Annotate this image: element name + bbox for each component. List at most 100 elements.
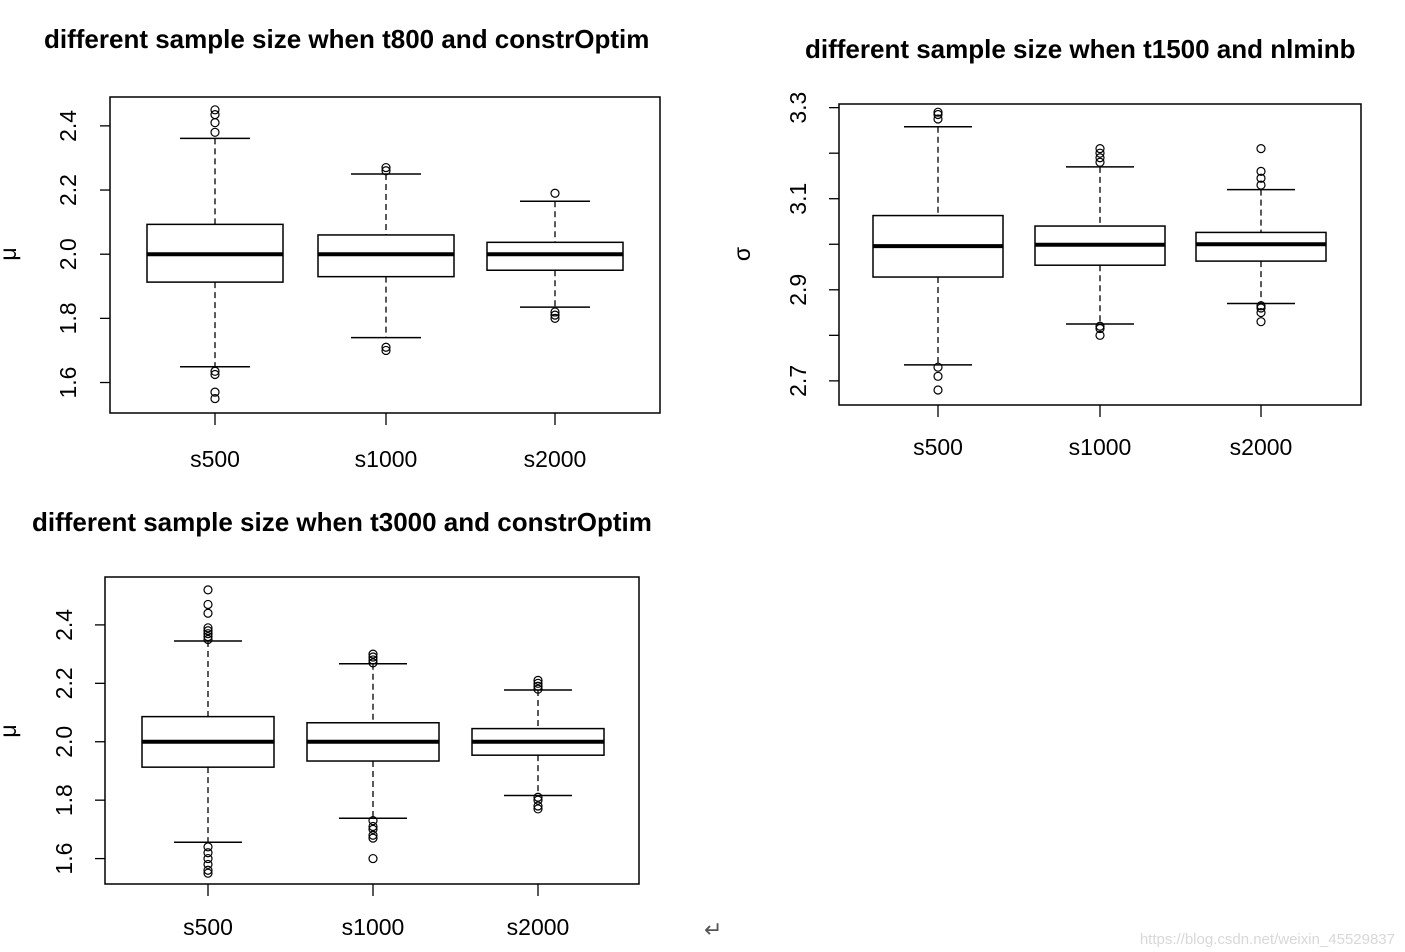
outlier-point xyxy=(203,634,213,645)
outlier-point xyxy=(210,118,220,128)
outlier-point xyxy=(550,307,560,317)
outlier-point xyxy=(203,629,213,639)
outlier-point xyxy=(210,366,220,376)
outlier-point xyxy=(1256,180,1266,190)
outlier-point xyxy=(203,859,213,870)
outlier-point xyxy=(203,848,213,858)
outlier-point xyxy=(933,362,943,372)
y-tick-label: 1.6 xyxy=(55,367,81,399)
outlier-point xyxy=(203,868,213,878)
outlier-point xyxy=(533,675,543,686)
outlier-point xyxy=(368,833,378,843)
outlier-point xyxy=(1095,153,1105,163)
outlier-point xyxy=(368,853,378,864)
x-tick-label: s2000 xyxy=(507,914,570,940)
y-tick-label: 2.0 xyxy=(51,726,77,758)
chart-title: different sample size when t800 and cons… xyxy=(44,24,649,54)
outlier-point xyxy=(368,824,378,834)
box-s500: s500 xyxy=(872,107,1004,460)
outlier-point xyxy=(1256,166,1266,176)
plot-frame xyxy=(109,96,661,414)
boxplot-panel-2: different sample size when t1500 and nlm… xyxy=(729,34,1362,460)
y-tick-label: 1.6 xyxy=(51,843,77,875)
outlier-point xyxy=(368,658,378,668)
outlier-point xyxy=(933,114,943,124)
outlier-point xyxy=(210,110,220,120)
outlier-point xyxy=(210,393,220,404)
outlier-point xyxy=(550,310,560,320)
outlier-point xyxy=(1095,148,1105,158)
boxplot-panel-1: different sample size when t800 and cons… xyxy=(0,24,661,472)
outlier-point xyxy=(933,385,943,395)
outlier-point xyxy=(1095,157,1105,167)
interquartile-box xyxy=(1195,231,1327,262)
outlier-point xyxy=(381,342,391,352)
outlier-point xyxy=(533,804,543,814)
outlier-point xyxy=(203,626,213,636)
y-tick-label: 2.4 xyxy=(55,110,81,142)
y-tick-label: 2.7 xyxy=(785,365,811,397)
outlier-point xyxy=(533,678,543,688)
x-tick-label: s500 xyxy=(183,914,233,940)
outlier-point xyxy=(203,853,213,864)
outlier-point xyxy=(368,821,378,832)
outlier-point xyxy=(1256,307,1266,318)
box-s500: s500 xyxy=(146,105,284,472)
plot-frame xyxy=(104,576,640,885)
box-s2000: s2000 xyxy=(471,675,605,940)
x-tick-label: s2000 xyxy=(524,446,587,472)
outlier-point xyxy=(1256,317,1266,327)
watermark: https://blog.csdn.net/weixin_45529837 xyxy=(1139,931,1395,948)
box-s1000: s1000 xyxy=(306,649,440,940)
y-axis-label: μ xyxy=(0,724,21,737)
outlier-point xyxy=(381,345,391,356)
outlier-point xyxy=(381,162,391,173)
y-tick-label: 2.4 xyxy=(51,609,77,641)
y-axis-label: μ xyxy=(0,247,21,260)
outlier-point xyxy=(210,127,220,137)
outlier-point xyxy=(203,631,213,642)
y-tick-label: 1.8 xyxy=(55,302,81,334)
outlier-point xyxy=(533,681,543,691)
outlier-point xyxy=(210,387,220,397)
outlier-point xyxy=(368,655,378,665)
y-tick-label: 2.0 xyxy=(55,238,81,270)
outlier-point xyxy=(1095,330,1105,340)
outlier-point xyxy=(203,599,213,610)
outlier-point xyxy=(533,684,543,694)
outlier-point xyxy=(1256,301,1266,311)
box-s1000: s1000 xyxy=(317,162,455,472)
outlier-point xyxy=(1256,144,1266,154)
y-tick-label: 2.2 xyxy=(55,174,81,206)
x-tick-label: s500 xyxy=(913,434,963,460)
x-tick-label: s1000 xyxy=(355,446,418,472)
outlier-point xyxy=(368,649,378,659)
x-tick-label: s1000 xyxy=(1069,434,1132,460)
box-s2000: s2000 xyxy=(1195,144,1327,460)
box-s500: s500 xyxy=(141,585,275,940)
outlier-point xyxy=(203,865,213,875)
outlier-point xyxy=(203,623,213,633)
y-tick-label: 1.8 xyxy=(51,784,77,816)
outlier-point xyxy=(1256,173,1266,183)
outlier-point xyxy=(533,801,543,811)
outlier-point xyxy=(933,371,943,381)
outlier-point xyxy=(210,369,220,380)
outlier-point xyxy=(210,105,220,115)
y-tick-label: 2.2 xyxy=(51,667,77,699)
y-axis-label: σ xyxy=(729,247,755,261)
outlier-point xyxy=(1095,144,1105,154)
outlier-point xyxy=(203,585,213,595)
outlier-point xyxy=(1095,321,1105,331)
x-tick-label: s2000 xyxy=(1230,434,1293,460)
outlier-point xyxy=(203,842,213,852)
outlier-point xyxy=(368,830,378,840)
y-tick-label: 3.1 xyxy=(785,183,811,215)
outlier-point xyxy=(1256,303,1266,313)
box-s1000: s1000 xyxy=(1034,144,1166,460)
outlier-point xyxy=(533,795,543,805)
outlier-point xyxy=(1095,323,1105,334)
x-tick-label: s500 xyxy=(190,446,240,472)
